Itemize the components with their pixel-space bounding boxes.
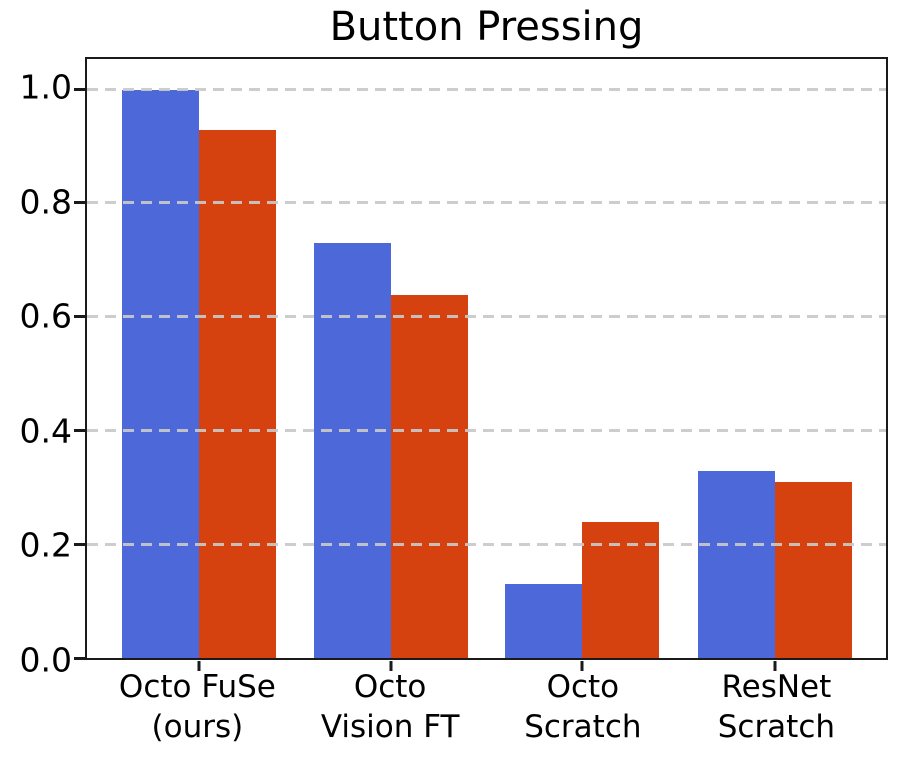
chart-title: Button Pressing bbox=[329, 4, 644, 50]
x-tick-label: Octo Scratch bbox=[524, 669, 642, 745]
y-tick-label: 0.0 bbox=[19, 640, 72, 680]
x-tick-label: ResNet Scratch bbox=[717, 669, 836, 745]
y-tick-label: 1.0 bbox=[19, 67, 72, 107]
y-tick-mark bbox=[74, 428, 85, 432]
bar-group bbox=[697, 470, 852, 658]
y-tick-label: 0.8 bbox=[19, 182, 72, 222]
y-tick-mark bbox=[74, 87, 85, 91]
y-tick-label: 0.2 bbox=[19, 525, 72, 565]
x-tick-mark bbox=[197, 661, 201, 671]
y-tick-label: 0.6 bbox=[19, 296, 72, 336]
y-axis: 0.0 0.2 0.4 0.6 0.8 1.0 bbox=[0, 57, 72, 677]
y-tick-mark bbox=[74, 315, 85, 319]
bar-orange-series bbox=[198, 129, 276, 658]
bar-blue-series bbox=[313, 243, 391, 658]
y-tick-mark bbox=[74, 656, 85, 660]
bar-group bbox=[505, 521, 660, 658]
y-tick-mark bbox=[74, 542, 85, 546]
bar-group bbox=[121, 90, 276, 658]
x-tick-mark bbox=[389, 661, 393, 671]
y-tick-mark bbox=[74, 201, 85, 205]
bar-blue-series bbox=[505, 584, 583, 658]
bar-blue-series bbox=[697, 470, 775, 658]
bar-orange-series bbox=[390, 294, 468, 658]
x-tick-label: Octo Vision FT bbox=[320, 669, 460, 745]
bar-blue-series bbox=[121, 90, 199, 658]
x-axis: Octo FuSe (ours) Octo Vision FT Octo Scrat… bbox=[85, 668, 888, 758]
x-tick-label: Octo FuSe (ours) bbox=[118, 669, 276, 745]
plot-area bbox=[74, 57, 888, 671]
x-tick-mark bbox=[580, 661, 584, 671]
bar-orange-series bbox=[582, 521, 660, 658]
bar-orange-series bbox=[774, 481, 852, 658]
y-tick-label: 0.4 bbox=[19, 411, 72, 451]
x-tick-mark bbox=[773, 661, 777, 671]
bar-group bbox=[313, 243, 468, 658]
